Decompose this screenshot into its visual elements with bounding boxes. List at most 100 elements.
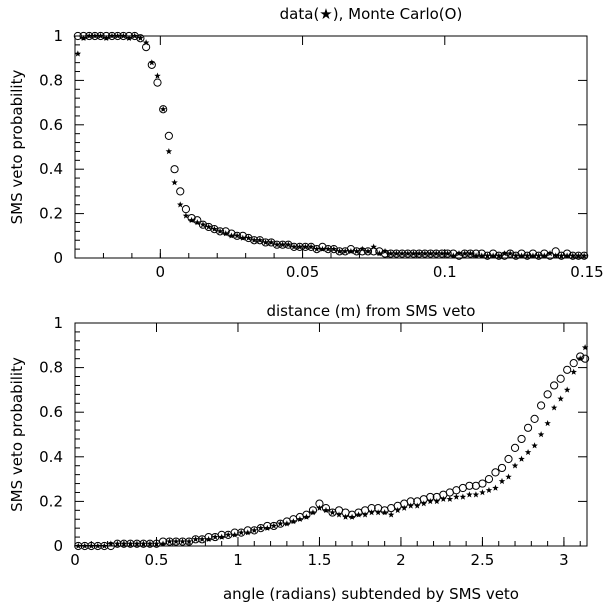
- data-point: [467, 250, 474, 257]
- data-point: [355, 511, 362, 518]
- data-point: [420, 500, 427, 507]
- mc-point: [204, 532, 213, 542]
- mc-point: [580, 251, 589, 260]
- mc-point: [198, 220, 208, 229]
- mc-point: [73, 31, 82, 41]
- data-point: [120, 32, 127, 39]
- data-point: [440, 495, 447, 502]
- mc-point: [102, 31, 111, 41]
- data-point: [552, 252, 559, 259]
- x-tick-label: 3: [559, 551, 569, 569]
- mc-point: [341, 247, 350, 256]
- data-point: [127, 540, 134, 547]
- mc-point: [465, 481, 474, 490]
- y-tick-label: 0.8: [39, 71, 63, 89]
- data-point: [569, 252, 577, 259]
- data-point: [518, 455, 525, 462]
- data-point: [324, 245, 332, 252]
- data-point: [546, 250, 554, 257]
- data-point: [495, 252, 503, 259]
- mc-point: [550, 381, 559, 390]
- data-point: [307, 243, 315, 250]
- data-point: [484, 252, 491, 259]
- mc-point: [113, 31, 122, 41]
- mc-point: [217, 530, 226, 539]
- mc-point: [497, 463, 507, 473]
- y-tick-label: 0.2: [39, 492, 63, 510]
- y-tick-label: 0.8: [39, 359, 63, 377]
- mc-point: [581, 354, 590, 363]
- mc-point: [145, 539, 155, 548]
- mc-point: [147, 60, 156, 69]
- mc-point: [142, 43, 151, 52]
- mc-point: [510, 443, 520, 452]
- data-point: [309, 509, 317, 516]
- y-axis-label: SMS veto probability: [8, 357, 26, 512]
- y-tick-label: 1: [53, 27, 63, 45]
- data-point: [393, 250, 400, 257]
- plot-frame: [74, 322, 588, 547]
- mc-point: [406, 497, 415, 506]
- data-point: [466, 491, 473, 498]
- mc-point: [164, 131, 173, 140]
- data-point: [421, 250, 429, 257]
- mc-point: [568, 251, 577, 260]
- mc-point: [489, 249, 498, 258]
- mc-point: [267, 238, 276, 247]
- mc-point: [367, 503, 376, 513]
- mc-point: [466, 249, 475, 258]
- data-point: [194, 219, 201, 226]
- mc-point: [517, 434, 526, 444]
- data-point: [433, 250, 440, 257]
- data-point: [433, 498, 441, 505]
- mc-point: [100, 541, 109, 551]
- x-tick-label: 0.05: [286, 263, 319, 281]
- mc-point: [187, 213, 196, 223]
- data-point: [319, 245, 326, 252]
- data-point: [459, 493, 467, 500]
- data-point: [492, 484, 499, 491]
- data-point: [233, 232, 241, 239]
- data-point: [498, 477, 506, 485]
- mc-point: [139, 539, 148, 548]
- data-point: [353, 247, 360, 255]
- data-point: [537, 431, 545, 438]
- y-tick-label: 0.4: [39, 160, 63, 178]
- data-point: [381, 247, 389, 255]
- mc-point: [363, 247, 373, 256]
- data-point: [153, 540, 160, 547]
- data-point: [506, 250, 514, 257]
- mc-point: [528, 249, 538, 258]
- data-point: [364, 247, 372, 255]
- data-point: [165, 148, 173, 155]
- data-point: [541, 252, 548, 259]
- data-point: [120, 540, 128, 547]
- mc-point: [543, 390, 552, 399]
- mc-point: [511, 251, 520, 260]
- mc-point: [90, 31, 100, 41]
- data-point: [133, 540, 141, 547]
- data-point: [570, 368, 577, 375]
- mc-point: [80, 541, 89, 551]
- x-tick-label: 0: [70, 551, 80, 569]
- data-point: [558, 252, 565, 259]
- x-tick-label: 2: [396, 551, 406, 569]
- mc-point: [261, 238, 270, 247]
- data-point: [262, 239, 269, 246]
- data-point: [257, 524, 265, 531]
- data-point: [81, 542, 89, 549]
- data-point: [446, 495, 454, 502]
- data-point: [91, 32, 99, 39]
- mc-point: [85, 31, 94, 41]
- data-point: [125, 34, 133, 41]
- data-point: [427, 498, 434, 505]
- mc-point: [346, 245, 356, 254]
- data-point: [148, 59, 156, 66]
- data-point: [159, 105, 167, 113]
- y-tick-label: 0.4: [39, 448, 63, 466]
- data-point: [244, 529, 251, 536]
- data-point: [97, 32, 104, 39]
- mc-point: [136, 34, 145, 43]
- x-tick-label: 0.5: [145, 551, 169, 569]
